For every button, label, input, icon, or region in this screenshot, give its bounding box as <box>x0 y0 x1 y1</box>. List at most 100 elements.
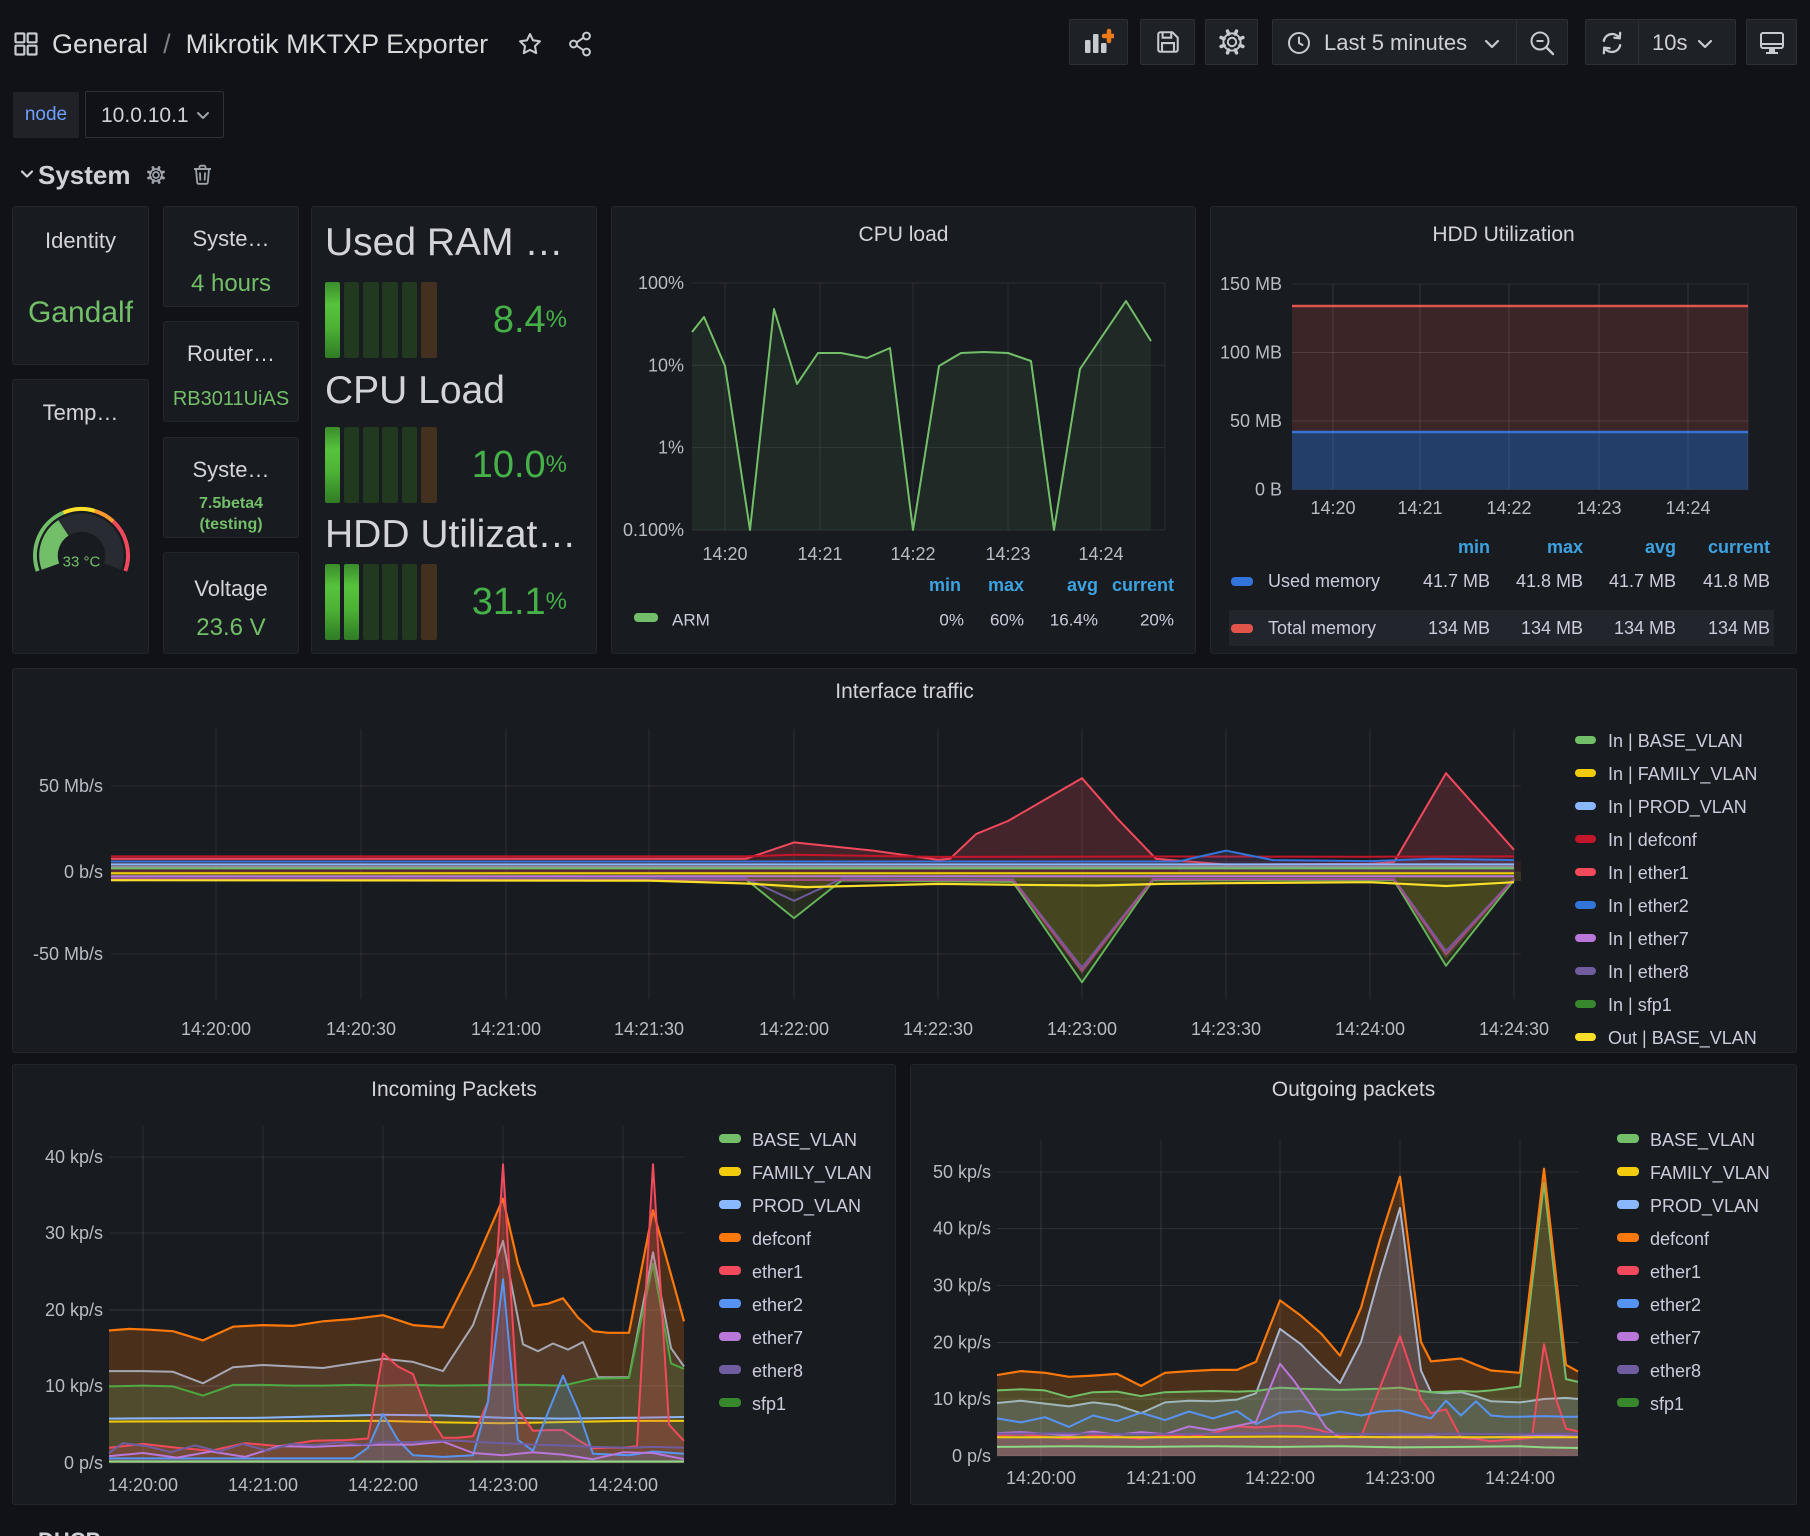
svg-text:14:20: 14:20 <box>702 544 747 564</box>
svg-text:41.8 MB: 41.8 MB <box>1516 571 1583 591</box>
svg-text:14:22: 14:22 <box>1486 498 1531 518</box>
svg-text:In | sfp1: In | sfp1 <box>1608 995 1672 1015</box>
svg-text:ether7: ether7 <box>752 1328 803 1348</box>
svg-text:In | ether7: In | ether7 <box>1608 929 1689 949</box>
svg-text:avg: avg <box>1067 575 1098 595</box>
svg-text:16.4%: 16.4% <box>1050 611 1098 630</box>
svg-text:14:20:30: 14:20:30 <box>326 1019 396 1039</box>
svg-text:min: min <box>929 575 961 595</box>
svg-text:max: max <box>1547 537 1583 557</box>
svg-text:ether8: ether8 <box>752 1361 803 1381</box>
svg-text:100%: 100% <box>638 273 684 293</box>
svg-text:40 kp/s: 40 kp/s <box>933 1219 991 1239</box>
svg-text:FAMILY_VLAN: FAMILY_VLAN <box>752 1163 872 1184</box>
svg-text:14:24:00: 14:24:00 <box>1335 1019 1405 1039</box>
svg-text:avg: avg <box>1645 537 1676 557</box>
svg-text:-50 Mb/s: -50 Mb/s <box>33 944 103 964</box>
svg-text:ether2: ether2 <box>1650 1295 1701 1315</box>
svg-text:33 °C: 33 °C <box>63 554 101 571</box>
svg-text:150 MB: 150 MB <box>1220 274 1282 294</box>
svg-text:10 kp/s: 10 kp/s <box>45 1376 103 1396</box>
svg-text:14:20:00: 14:20:00 <box>1006 1468 1076 1488</box>
svg-text:50 kp/s: 50 kp/s <box>933 1162 991 1182</box>
svg-text:14:23:00: 14:23:00 <box>468 1475 538 1495</box>
svg-text:PROD_VLAN: PROD_VLAN <box>1650 1196 1759 1217</box>
svg-text:14:21:30: 14:21:30 <box>614 1019 684 1039</box>
svg-text:14:22:30: 14:22:30 <box>903 1019 973 1039</box>
svg-text:14:22:00: 14:22:00 <box>1245 1468 1315 1488</box>
svg-text:Used memory: Used memory <box>1268 571 1380 591</box>
svg-text:current: current <box>1112 575 1174 595</box>
svg-text:In | ether8: In | ether8 <box>1608 962 1689 982</box>
svg-text:14:24: 14:24 <box>1665 498 1710 518</box>
svg-text:In | ether1: In | ether1 <box>1608 863 1689 883</box>
svg-text:14:21:00: 14:21:00 <box>228 1475 298 1495</box>
svg-text:ether1: ether1 <box>1650 1262 1701 1282</box>
svg-text:0.100%: 0.100% <box>623 520 684 540</box>
svg-text:BASE_VLAN: BASE_VLAN <box>752 1130 857 1151</box>
svg-text:14:21:00: 14:21:00 <box>1126 1468 1196 1488</box>
svg-text:PROD_VLAN: PROD_VLAN <box>752 1196 861 1217</box>
svg-text:14:21: 14:21 <box>1397 498 1442 518</box>
svg-text:14:23:30: 14:23:30 <box>1191 1019 1261 1039</box>
svg-text:41.7 MB: 41.7 MB <box>1423 571 1490 591</box>
svg-text:14:23:00: 14:23:00 <box>1047 1019 1117 1039</box>
svg-text:100 MB: 100 MB <box>1220 343 1282 363</box>
svg-text:Out | BASE_VLAN: Out | BASE_VLAN <box>1608 1028 1757 1049</box>
svg-text:134 MB: 134 MB <box>1428 618 1490 638</box>
svg-text:10 kp/s: 10 kp/s <box>933 1389 991 1409</box>
svg-text:10%: 10% <box>648 355 684 375</box>
svg-text:14:22:00: 14:22:00 <box>348 1475 418 1495</box>
svg-text:14:20:00: 14:20:00 <box>181 1019 251 1039</box>
svg-text:ARM: ARM <box>672 611 710 630</box>
svg-text:FAMILY_VLAN: FAMILY_VLAN <box>1650 1163 1770 1184</box>
svg-text:1%: 1% <box>658 438 684 458</box>
svg-text:14:24:00: 14:24:00 <box>588 1475 658 1495</box>
svg-text:30 kp/s: 30 kp/s <box>933 1276 991 1296</box>
svg-text:41.7 MB: 41.7 MB <box>1609 571 1676 591</box>
svg-text:ether8: ether8 <box>1650 1361 1701 1381</box>
svg-text:ether1: ether1 <box>752 1262 803 1282</box>
svg-text:20 kp/s: 20 kp/s <box>933 1333 991 1353</box>
svg-text:14:23:00: 14:23:00 <box>1365 1468 1435 1488</box>
svg-text:In | BASE_VLAN: In | BASE_VLAN <box>1608 731 1743 752</box>
svg-text:50 MB: 50 MB <box>1230 411 1282 431</box>
svg-text:134 MB: 134 MB <box>1708 618 1770 638</box>
svg-text:14:20:00: 14:20:00 <box>108 1475 178 1495</box>
svg-text:defconf: defconf <box>1650 1229 1710 1249</box>
svg-text:0 b/s: 0 b/s <box>64 862 103 882</box>
svg-text:sfp1: sfp1 <box>752 1394 786 1414</box>
svg-text:14:24: 14:24 <box>1078 544 1123 564</box>
svg-text:14:20: 14:20 <box>1310 498 1355 518</box>
svg-text:sfp1: sfp1 <box>1650 1394 1684 1414</box>
svg-text:41.8 MB: 41.8 MB <box>1703 571 1770 591</box>
svg-text:14:23: 14:23 <box>1576 498 1621 518</box>
svg-text:134 MB: 134 MB <box>1614 618 1676 638</box>
svg-text:BASE_VLAN: BASE_VLAN <box>1650 1130 1755 1151</box>
svg-text:ether7: ether7 <box>1650 1328 1701 1348</box>
svg-text:40 kp/s: 40 kp/s <box>45 1147 103 1167</box>
svg-text:0%: 0% <box>939 611 964 630</box>
svg-text:defconf: defconf <box>752 1229 812 1249</box>
svg-text:14:23: 14:23 <box>985 544 1030 564</box>
svg-text:60%: 60% <box>990 611 1024 630</box>
svg-text:14:21: 14:21 <box>797 544 842 564</box>
svg-text:max: max <box>988 575 1024 595</box>
svg-text:50 Mb/s: 50 Mb/s <box>39 776 103 796</box>
svg-text:134 MB: 134 MB <box>1521 618 1583 638</box>
svg-text:14:24:30: 14:24:30 <box>1479 1019 1549 1039</box>
svg-text:In | PROD_VLAN: In | PROD_VLAN <box>1608 797 1747 818</box>
svg-text:14:22:00: 14:22:00 <box>759 1019 829 1039</box>
svg-text:min: min <box>1458 537 1490 557</box>
svg-text:ether2: ether2 <box>752 1295 803 1315</box>
svg-text:In | FAMILY_VLAN: In | FAMILY_VLAN <box>1608 764 1757 785</box>
svg-text:Total memory: Total memory <box>1268 618 1376 638</box>
svg-text:14:24:00: 14:24:00 <box>1485 1468 1555 1488</box>
svg-text:In | ether2: In | ether2 <box>1608 896 1689 916</box>
svg-text:14:22: 14:22 <box>890 544 935 564</box>
svg-text:current: current <box>1708 537 1770 557</box>
svg-text:0 p/s: 0 p/s <box>952 1446 991 1466</box>
svg-text:In | defconf: In | defconf <box>1608 830 1698 850</box>
svg-text:0 B: 0 B <box>1255 480 1282 500</box>
svg-text:14:21:00: 14:21:00 <box>471 1019 541 1039</box>
